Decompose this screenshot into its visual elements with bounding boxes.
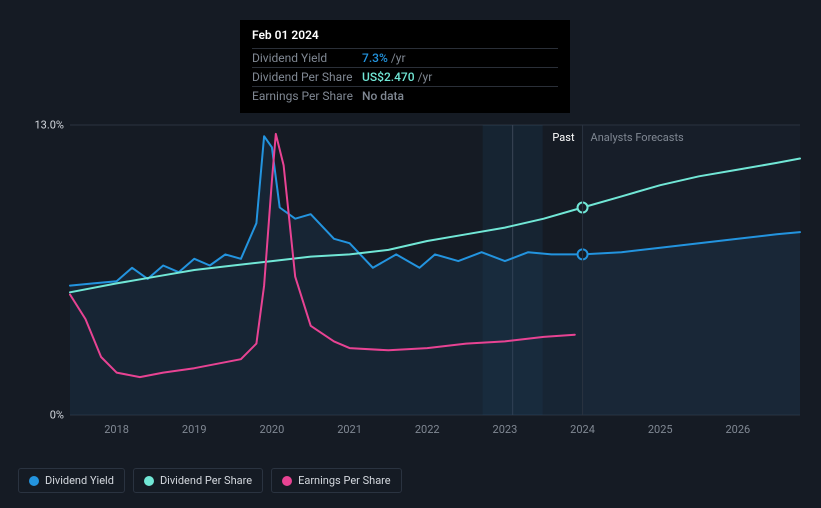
chart-svg	[70, 125, 800, 415]
tooltip-metric-suffix: /yr	[418, 70, 433, 84]
legend-swatch	[282, 476, 292, 486]
legend-label: Dividend Per Share	[160, 474, 252, 487]
legend-item-earnings-per-share[interactable]: Earnings Per Share	[271, 468, 402, 493]
dividend-chart[interactable]: 13.0%0% 20182019202020212022202320242025…	[70, 125, 800, 415]
tooltip-row: Dividend Per ShareUS$2.470/yr	[252, 67, 558, 86]
x-tick-label: 2026	[725, 423, 750, 436]
tooltip-metric-value: No data	[362, 89, 404, 103]
x-tick-label: 2022	[415, 423, 440, 436]
tooltip-date: Feb 01 2024	[252, 28, 558, 48]
forecast-label: Analysts Forecasts	[591, 131, 684, 144]
tooltip-metric-suffix: /yr	[391, 51, 406, 65]
chart-tooltip: Feb 01 2024 Dividend Yield7.3%/yrDividen…	[240, 20, 570, 113]
x-tick-label: 2025	[648, 423, 673, 436]
past-label: Past	[552, 131, 574, 144]
x-tick-label: 2018	[104, 423, 129, 436]
legend-item-dividend-yield[interactable]: Dividend Yield	[18, 468, 125, 493]
tooltip-metric-value: 7.3%	[362, 51, 388, 65]
tooltip-row: Earnings Per ShareNo data	[252, 86, 558, 105]
tooltip-metric-value: US$2.470	[362, 70, 415, 84]
legend-label: Earnings Per Share	[298, 474, 391, 487]
x-tick-label: 2024	[570, 423, 595, 436]
tooltip-metric-label: Dividend Yield	[252, 51, 362, 65]
x-tick-label: 2023	[493, 423, 518, 436]
x-tick-label: 2021	[337, 423, 362, 436]
tooltip-rows: Dividend Yield7.3%/yrDividend Per ShareU…	[252, 48, 558, 105]
y-tick-label: 0%	[50, 409, 64, 422]
legend-swatch	[29, 476, 39, 486]
legend-item-dividend-per-share[interactable]: Dividend Per Share	[133, 468, 263, 493]
tooltip-metric-label: Earnings Per Share	[252, 89, 362, 103]
tooltip-metric-label: Dividend Per Share	[252, 70, 362, 84]
tooltip-row: Dividend Yield7.3%/yr	[252, 48, 558, 67]
x-tick-label: 2020	[260, 423, 285, 436]
legend-swatch	[144, 476, 154, 486]
x-tick-label: 2019	[182, 423, 207, 436]
chart-legend: Dividend Yield Dividend Per Share Earnings…	[18, 468, 402, 493]
y-tick-label: 13.0%	[34, 119, 64, 132]
legend-label: Dividend Yield	[45, 474, 114, 487]
